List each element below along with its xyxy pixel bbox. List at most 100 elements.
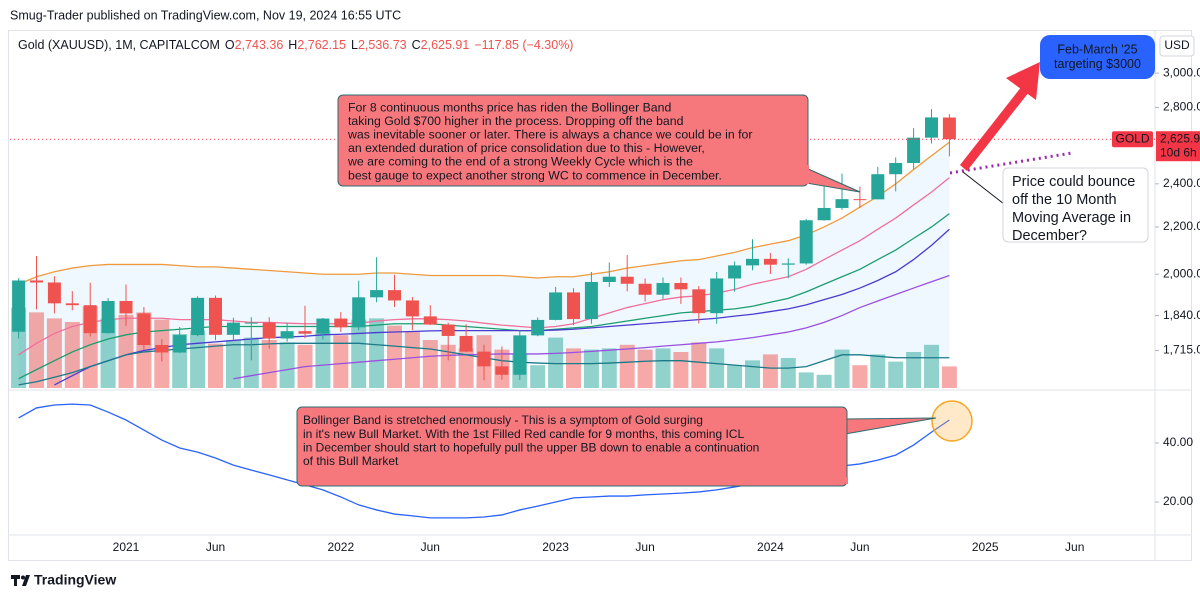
candle-body — [388, 290, 401, 301]
candle-body — [907, 137, 921, 163]
candle-body — [12, 280, 26, 332]
candle-body — [817, 207, 831, 221]
candle-body — [656, 282, 670, 295]
legend-value: 2,536.73 — [358, 38, 407, 52]
volume-bar — [458, 348, 474, 388]
candle-body — [620, 276, 634, 284]
volume-bar — [780, 358, 796, 388]
volume-bar — [727, 365, 743, 388]
note-text: Bollinger Band is stretched enormously -… — [303, 413, 703, 427]
volume-bar — [924, 344, 939, 388]
candle-body — [298, 331, 312, 334]
volume-bar — [279, 342, 295, 388]
candle-body — [119, 300, 133, 314]
candle-body — [155, 345, 169, 353]
volume-bar — [333, 335, 349, 388]
volume-bar — [834, 349, 850, 388]
legend-prefix: H — [288, 38, 297, 52]
x-tick-label: 2025 — [972, 540, 999, 554]
volume-bar — [709, 348, 725, 388]
symbol-badge-label: GOLD — [1115, 131, 1149, 145]
candle-body — [30, 280, 43, 283]
volume-bar — [315, 330, 331, 388]
volume-bar — [530, 365, 546, 388]
legend-change: −117.85 (−4.30%) — [474, 38, 573, 52]
candle-body — [405, 300, 419, 317]
y-tick-label: 1,840.00 — [1163, 308, 1200, 322]
currency-box[interactable] — [1159, 35, 1195, 57]
note-text: in December should start to hopefully pu… — [303, 440, 759, 454]
volume-bar — [548, 337, 564, 388]
candle-body — [584, 281, 598, 320]
note-box — [296, 406, 848, 487]
note-box — [1040, 35, 1155, 79]
candle-body — [441, 324, 455, 336]
candle-body — [638, 283, 652, 295]
attribution: Smug-Trader published on TradingView.com… — [10, 8, 401, 22]
note-box — [1002, 167, 1149, 243]
x-tick-label: 2022 — [327, 540, 354, 554]
candle-body — [226, 322, 240, 335]
candle-body — [835, 199, 849, 208]
note-seam — [805, 165, 809, 184]
volume-bar — [261, 340, 277, 388]
candle-body — [746, 258, 759, 266]
note-text: December? — [1012, 228, 1087, 244]
projection-line — [949, 151, 1073, 175]
candle-body — [763, 258, 777, 265]
candle-body — [370, 290, 384, 298]
indicator-line — [54, 228, 950, 386]
candle-body — [244, 322, 258, 324]
candle-body — [262, 322, 276, 339]
candle-body — [137, 313, 151, 346]
countdown-label: 10d 6h — [1160, 145, 1197, 159]
volume-bar — [29, 312, 44, 388]
note-text: Moving Average in — [1012, 210, 1131, 226]
symbol-badge — [1112, 131, 1153, 148]
x-tick-label: Jun — [850, 540, 869, 554]
note-text: targeting $3000 — [1054, 57, 1141, 71]
note-text: in it's new Bull Market. With the 1st Fi… — [303, 427, 744, 441]
candle-body — [692, 289, 706, 314]
volume-bar — [422, 340, 438, 388]
note-text: was inevitable sooner or later. There is… — [347, 127, 752, 141]
volume-bar — [404, 331, 420, 388]
y-tick-label: 1,715.00 — [1163, 343, 1200, 357]
volume-bar — [351, 319, 367, 388]
x-tick-label: Jun — [635, 540, 654, 554]
annotation-layer: For 8 continuous months price has riden … — [296, 35, 1155, 487]
note-box — [337, 94, 809, 187]
callout-line — [962, 171, 1005, 205]
volume-bar — [118, 314, 134, 388]
candle-body — [316, 318, 330, 334]
price-badge — [1156, 131, 1200, 162]
volume-bar — [369, 318, 385, 388]
candle-body — [513, 335, 527, 375]
candle-body — [280, 331, 294, 339]
candle-body — [495, 366, 509, 375]
note-text: taking Gold $700 higher in the process. … — [348, 114, 684, 128]
x-tick-label: 2021 — [113, 540, 140, 554]
candle-body — [334, 318, 348, 328]
volume-bar — [906, 352, 922, 388]
y-tick-label: 3,000.00 — [1163, 65, 1200, 79]
y-tick-label: 20.00 — [1163, 494, 1193, 508]
y-tick-label: 40.00 — [1163, 435, 1193, 449]
note-text: off the 10 Month — [1012, 192, 1117, 208]
candle-body — [781, 263, 795, 265]
candle-body — [459, 335, 473, 352]
volume-bar — [619, 344, 635, 388]
candle-body — [728, 265, 742, 279]
y-tick-label: 2,800.00 — [1163, 100, 1200, 114]
volume-bar — [601, 348, 617, 388]
candle-body — [889, 162, 903, 175]
candle-body — [352, 297, 366, 328]
volume-bar — [208, 343, 223, 388]
arrow-shaft — [960, 86, 1029, 171]
legend-symbol: Gold (XAUUSD), 1M, CAPITALCOM — [18, 38, 220, 52]
volume-bar — [673, 352, 689, 388]
legend-value: 2,743.36 — [235, 38, 284, 52]
candle-body — [209, 297, 222, 335]
